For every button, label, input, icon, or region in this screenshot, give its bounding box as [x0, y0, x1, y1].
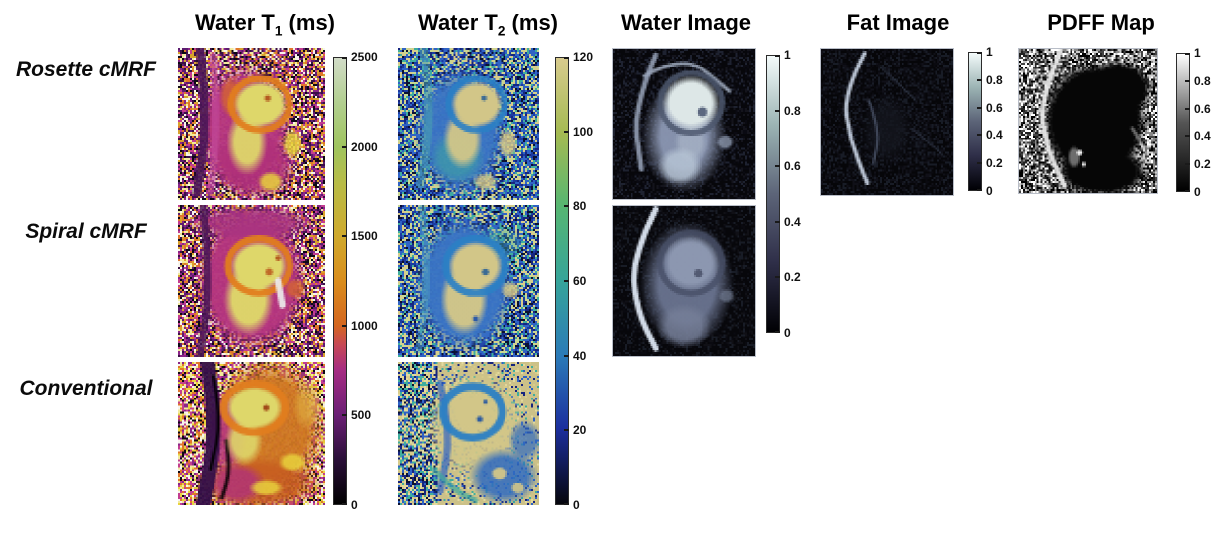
colorbar-tick-mark [775, 165, 780, 168]
colorbar-tick-mark [342, 145, 347, 148]
t2-map-rosette [398, 48, 539, 200]
colorbar-tick-label: 80 [573, 199, 587, 214]
colorbar-tick-label: 0.2 [784, 270, 801, 285]
colorbar-tick-label: 1500 [351, 229, 378, 244]
colorbar-tick-label: 40 [573, 348, 587, 363]
colorbar-tick-mark [564, 354, 569, 357]
colorbar-tick-label: 2500 [351, 50, 378, 64]
colorbar-tick-mark [1185, 79, 1190, 82]
t1-map-spiral [178, 205, 325, 357]
fat-colorbar: 1 0.8 0.6 0.4 0.2 0 [968, 45, 1030, 198]
colorbar-tick-mark [564, 205, 569, 208]
colorbar-tick-label: 0.4 [986, 128, 1003, 143]
water-image-rosette [612, 48, 756, 200]
header-text: Fat Image [846, 10, 950, 35]
colorbar-tick-mark [342, 57, 347, 59]
colorbar-tick-mark [1185, 53, 1190, 55]
header-text: PDFF Map [1047, 10, 1155, 35]
colorbar-tick-label: 0.4 [1194, 129, 1211, 144]
colorbar-tick-mark [775, 220, 780, 223]
colorbar-tick-mark [977, 134, 982, 137]
colorbar-tick-mark [342, 324, 347, 327]
t2-map-spiral [398, 205, 539, 357]
column-header-pdff-map: PDFF Map [981, 10, 1221, 38]
colorbar-tick-mark [977, 106, 982, 109]
header-text: Water Image [620, 10, 751, 35]
colorbar-tick-label: 100 [573, 124, 594, 139]
column-header-water-image: Water Image [566, 10, 806, 38]
header-text: Water T [195, 10, 275, 35]
colorbar-tick-mark [775, 109, 780, 112]
colorbar-tick-mark [1185, 135, 1190, 138]
colorbar-tick-mark [775, 55, 780, 57]
column-header-water-t2: Water T2 (ms) [368, 10, 608, 38]
header-subscript: 1 [274, 23, 283, 39]
colorbar-tick-mark [564, 130, 569, 133]
colorbar-tick-label: 120 [573, 50, 594, 64]
colorbar-tick-label: 0 [986, 184, 993, 198]
colorbar-tick-label: 0.2 [986, 156, 1003, 171]
colorbar-tick-label: 0.8 [784, 103, 801, 118]
colorbar-tick-mark [342, 414, 347, 417]
t2-map-conventional [398, 362, 539, 505]
water-colorbar: 1 0.8 0.6 0.4 0.2 0 [766, 48, 828, 340]
header-text: (ms) [505, 10, 558, 35]
water-image-spiral [612, 205, 756, 357]
colorbar-tick-label: 0 [1194, 185, 1201, 199]
colorbar-tick-mark [1185, 190, 1190, 192]
column-header-water-t1: Water T1 (ms) [145, 10, 385, 38]
colorbar-tick-label: 1 [784, 48, 791, 62]
colorbar-tick-label: 2000 [351, 139, 378, 154]
colorbar-tick-label: 0.8 [1194, 73, 1211, 88]
colorbar-tick-mark [564, 57, 569, 59]
pdff-map-rosette [1018, 48, 1158, 194]
colorbar-tick-mark [564, 280, 569, 282]
t2-colorbar: 120 100 80 60 40 20 0 [555, 50, 617, 512]
colorbar-tick-mark [564, 429, 569, 432]
colorbar-tick-mark [977, 162, 982, 165]
pdff-colorbar-gradient [1176, 53, 1190, 192]
row-label-spiral-cmrf: Spiral cMRF [25, 220, 147, 243]
water-colorbar-gradient [766, 55, 780, 333]
colorbar-tick-mark [1185, 107, 1190, 110]
colorbar-tick-label: 0 [351, 498, 358, 512]
colorbar-tick-mark [977, 52, 982, 54]
header-subscript: 2 [497, 23, 506, 39]
column-header-fat-image: Fat Image [778, 10, 1018, 38]
colorbar-tick-label: 0.8 [986, 72, 1003, 87]
pdff-colorbar: 1 0.8 0.6 0.4 0.2 0 [1176, 46, 1223, 199]
colorbar-tick-label: 60 [573, 274, 587, 288]
colorbar-tick-label: 0.6 [986, 100, 1003, 115]
fat-colorbar-gradient [968, 52, 982, 191]
colorbar-tick-label: 1 [986, 45, 993, 59]
t1-colorbar-gradient [333, 57, 347, 505]
row-label-conventional: Conventional [19, 377, 153, 400]
colorbar-tick-mark [342, 503, 347, 505]
colorbar-tick-label: 20 [573, 423, 587, 438]
colorbar-tick-label: 0.6 [784, 159, 801, 174]
colorbar-tick-mark [775, 331, 780, 333]
colorbar-tick-label: 500 [351, 408, 372, 423]
colorbar-tick-label: 0.4 [784, 214, 801, 229]
t1-map-rosette [178, 48, 325, 200]
colorbar-tick-mark [564, 503, 569, 505]
colorbar-tick-label: 0.6 [1194, 101, 1211, 116]
row-label-rosette-cmrf: Rosette cMRF [15, 58, 157, 81]
colorbar-tick-label: 1000 [351, 318, 378, 333]
colorbar-tick-mark [1185, 163, 1190, 166]
t1-colorbar: 2500 2000 1500 1000 500 0 [333, 50, 395, 512]
header-text: Water T [418, 10, 498, 35]
colorbar-tick-label: 0 [784, 326, 791, 340]
colorbar-tick-mark [977, 78, 982, 81]
colorbar-tick-mark [977, 189, 982, 191]
colorbar-tick-label: 0.2 [1194, 157, 1211, 172]
colorbar-tick-label: 1 [1194, 46, 1201, 60]
colorbar-tick-label: 0 [573, 498, 580, 512]
fat-image-rosette [820, 48, 954, 196]
t1-map-conventional [178, 362, 325, 505]
colorbar-tick-mark [775, 276, 780, 279]
colorbar-tick-mark [342, 235, 347, 238]
header-text: (ms) [282, 10, 335, 35]
